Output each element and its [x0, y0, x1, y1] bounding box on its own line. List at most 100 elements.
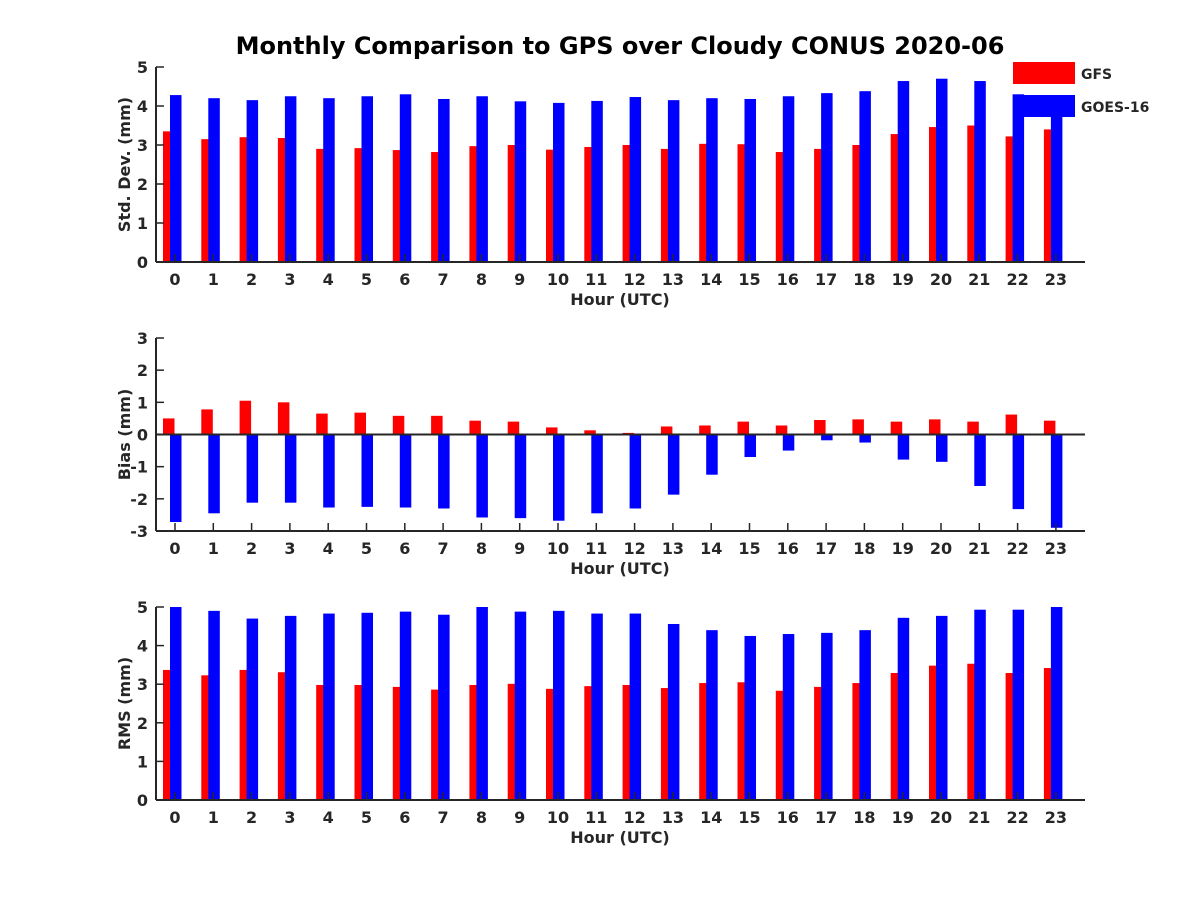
x-tick-label: 2 [246, 539, 257, 558]
bar-gfs-21 [967, 421, 979, 435]
x-tick-label: 18 [853, 808, 875, 827]
bar-goes-16-19 [897, 434, 910, 460]
y-axis-label: Std. Dev. (mm) [115, 97, 134, 232]
bar-gfs-2 [239, 669, 252, 800]
bar-goes-16-17 [821, 93, 833, 262]
x-tick-label: 15 [738, 270, 760, 289]
x-tick-label: 10 [547, 539, 569, 558]
y-tick-label: -2 [130, 490, 148, 509]
bar-gfs-15 [737, 144, 749, 262]
bar-gfs-13 [660, 426, 673, 435]
bar-goes-16-3 [284, 434, 297, 503]
bar-goes-16-1 [208, 98, 220, 262]
bar-gfs-23 [1043, 129, 1056, 262]
y-axis-label: RMS (mm) [115, 657, 134, 750]
x-tick-label: 2 [246, 808, 257, 827]
bar-gfs-6 [392, 415, 405, 435]
bar-goes-16-19 [897, 81, 910, 262]
x-tick-label: 4 [323, 808, 334, 827]
bar-goes-16-21 [974, 434, 986, 486]
y-tick-label: 4 [137, 97, 148, 116]
bar-gfs-17 [814, 420, 826, 435]
x-tick-label: 9 [514, 270, 525, 289]
bar-gfs-15 [737, 682, 749, 800]
bar-goes-16-23 [1050, 607, 1063, 800]
x-tick-label: 21 [968, 539, 990, 558]
bar-goes-16-7 [438, 434, 450, 509]
bar-gfs-15 [737, 421, 749, 435]
bar-goes-16-12 [629, 97, 642, 262]
bar-goes-16-16 [782, 96, 795, 262]
y-tick-label: 3 [137, 136, 148, 155]
x-tick-label: 8 [476, 270, 487, 289]
x-tick-label: 13 [662, 270, 684, 289]
x-tick-label: 9 [514, 808, 525, 827]
x-tick-label: 3 [284, 539, 295, 558]
bar-goes-16-12 [629, 613, 642, 800]
bar-gfs-18 [852, 419, 864, 435]
bar-goes-16-13 [667, 100, 680, 263]
bar-gfs-1 [201, 409, 213, 435]
x-tick-label: 16 [777, 270, 799, 289]
x-tick-label: 22 [1006, 270, 1028, 289]
y-tick-label: 1 [137, 752, 148, 771]
x-tick-label: 15 [738, 539, 760, 558]
bar-goes-16-3 [284, 96, 297, 262]
bar-gfs-4 [316, 684, 328, 800]
y-tick-label: -3 [130, 522, 148, 541]
bar-gfs-16 [775, 152, 788, 262]
bar-goes-16-15 [744, 635, 756, 800]
bar-gfs-22 [1005, 414, 1018, 435]
y-tick-label: 4 [137, 637, 148, 656]
bar-gfs-1 [201, 675, 213, 800]
x-tick-label: 19 [892, 539, 914, 558]
y-tick-label: 2 [137, 361, 148, 380]
y-tick-label: 5 [137, 598, 148, 617]
bar-goes-16-22 [1012, 434, 1025, 510]
bar-gfs-18 [852, 683, 864, 800]
x-tick-label: 11 [585, 270, 607, 289]
bar-gfs-3 [277, 402, 290, 435]
bar-goes-16-8 [476, 96, 488, 262]
x-tick-label: 8 [476, 808, 487, 827]
bar-gfs-9 [507, 145, 520, 262]
bar-gfs-6 [392, 686, 405, 800]
bar-goes-16-20 [936, 78, 948, 262]
bar-goes-16-19 [897, 617, 910, 800]
x-tick-label: 10 [547, 270, 569, 289]
x-tick-label: 23 [1045, 270, 1067, 289]
bar-gfs-5 [354, 148, 366, 262]
bar-goes-16-3 [284, 615, 297, 800]
bar-goes-16-11 [591, 100, 603, 263]
bar-goes-16-20 [936, 615, 948, 800]
bar-gfs-23 [1043, 420, 1056, 435]
x-tick-label: 19 [892, 808, 914, 827]
x-tick-label: 11 [585, 539, 607, 558]
bar-gfs-4 [316, 148, 328, 262]
y-tick-label: 3 [137, 675, 148, 694]
bar-goes-16-9 [514, 434, 527, 519]
bar-goes-16-0 [170, 607, 182, 800]
x-tick-label: 4 [323, 270, 334, 289]
bar-gfs-10 [546, 688, 558, 800]
bar-goes-16-23 [1050, 100, 1063, 263]
x-tick-label: 22 [1006, 539, 1028, 558]
bar-goes-16-0 [170, 434, 182, 522]
y-tick-label: -1 [130, 458, 148, 477]
y-tick-label: 0 [137, 426, 148, 445]
x-tick-label: 6 [399, 539, 410, 558]
bar-gfs-8 [469, 146, 481, 262]
bar-goes-16-10 [553, 102, 565, 262]
bar-goes-16-1 [208, 610, 220, 800]
bar-goes-16-7 [438, 98, 450, 262]
x-axis-label: Hour (UTC) [570, 290, 670, 309]
y-tick-label: 0 [137, 791, 148, 810]
bar-goes-16-4 [323, 613, 335, 800]
bar-gfs-9 [507, 683, 520, 800]
bar-gfs-12 [622, 145, 635, 262]
bar-gfs-5 [354, 684, 366, 800]
x-tick-label: 19 [892, 270, 914, 289]
x-tick-label: 12 [623, 270, 645, 289]
bar-gfs-22 [1005, 136, 1018, 262]
x-tick-label: 14 [700, 808, 722, 827]
